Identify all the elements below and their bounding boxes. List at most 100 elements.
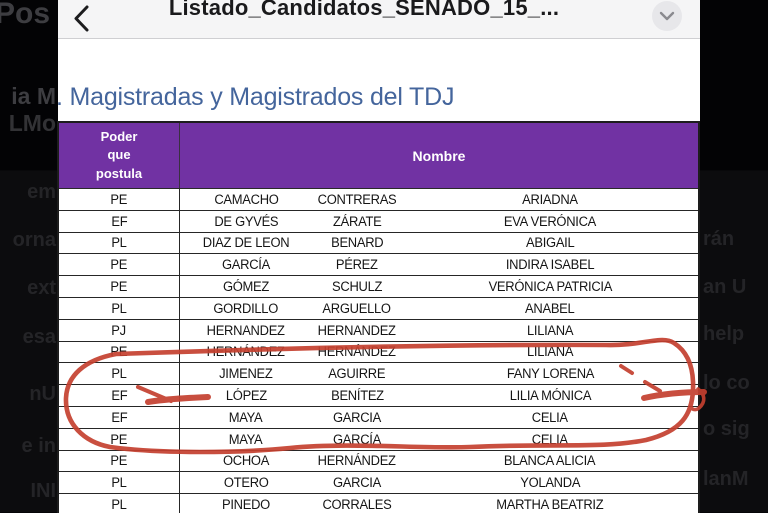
cell-poder: PJ (59, 319, 180, 341)
cell-poder: PL (59, 494, 180, 513)
cell-poder: PE (59, 428, 180, 450)
cell-poder: EF (59, 406, 180, 428)
title-dropdown-button[interactable] (652, 1, 682, 31)
viewer-toolbar: Listado_Candidatos_SENADO_15_... (58, 0, 700, 39)
cell-nombre: ABIGAIL (525, 235, 575, 251)
cell-nombre: EVA VERÓNICA (503, 213, 597, 229)
table-row: EF LÓPEZ BENÍTEZ LILIA MÓNICA (59, 385, 698, 407)
background-text-fragment: e in (21, 435, 56, 457)
cell-nombre: YOLANDA (520, 475, 580, 491)
background-text-fragment: Pos (0, 0, 51, 30)
cell-poder: PE (59, 341, 180, 363)
cell-apellido-materno: CORRALES (322, 497, 392, 513)
cell-apellido-paterno: GÓMEZ (222, 279, 270, 295)
cell-nombre: LILIANA (526, 344, 574, 360)
cell-apellido-paterno: LÓPEZ (225, 388, 267, 404)
cell-nombre: ARIADNA (522, 191, 578, 207)
background-left-strip: Pos ia M LMo em orna ext esa nU e in INI (0, 0, 58, 512)
table-row: PJ HERNANDEZ HERNANDEZ LILIANA (59, 319, 698, 342)
cell-nombre: CELIA (531, 409, 569, 425)
cell-apellido-materno: PÉREZ (336, 257, 378, 273)
cell-poder: PL (59, 363, 180, 385)
background-text-fragment: orna (12, 229, 56, 251)
cell-apellido-materno: SCHULZ (331, 279, 383, 295)
cell-apellido-materno: HERNANDEZ (317, 322, 397, 338)
table-row: PL GORDILLO ARGUELLO ANABEL (59, 297, 698, 320)
background-right-strip: rán an U help lo co o sig lanM (700, 0, 768, 512)
background-text-fragment: lo co (703, 372, 750, 394)
table-row: PE HERNÁNDEZ HERNÁNDEZ LILIANA (59, 341, 698, 364)
cell-apellido-materno: GARCIA (333, 475, 381, 491)
cell-apellido-paterno: DIAZ DE LEON (202, 235, 290, 251)
cell-apellido-materno: BENÍTEZ (330, 388, 384, 404)
cell-apellido-materno: BENARD (330, 235, 384, 251)
cell-apellido-paterno: HERNÁNDEZ (206, 344, 286, 360)
cell-poder: PE (59, 276, 180, 297)
cell-apellido-materno: HERNÁNDEZ (317, 344, 397, 360)
table-row: PE GARCÍA PÉREZ INDIRA ISABEL (59, 254, 698, 277)
cell-apellido-materno: ARGUELLO (322, 300, 392, 316)
cell-apellido-materno: HERNÁNDEZ (317, 453, 397, 469)
cell-apellido-paterno: OCHOA (222, 453, 270, 469)
back-button[interactable] (70, 4, 96, 34)
background-text-fragment: INI (30, 480, 56, 502)
column-header-poder: Poder que postula (59, 123, 180, 188)
cell-poder: PE (59, 189, 180, 210)
cell-nombre: LILIA MÓNICA (509, 388, 591, 404)
table-row: PE GÓMEZ SCHULZ VERÓNICA PATRICIA (59, 276, 698, 298)
cell-poder: PL (59, 472, 180, 494)
table-row: EF DE GYVÉS ZÁRATE EVA VERÓNICA (59, 210, 698, 233)
background-text-fragment: esa (22, 326, 56, 348)
background-text-fragment: ext (27, 277, 56, 299)
cell-apellido-paterno: JIMENEZ (219, 366, 273, 382)
table-row: PL OTERO GARCIA YOLANDA (59, 472, 698, 495)
chevron-down-icon (659, 11, 675, 21)
cell-poder: PL (59, 232, 180, 254)
column-header-nombre: Nombre (412, 147, 466, 164)
chevron-left-icon (74, 5, 89, 32)
cell-apellido-paterno: MAYA (229, 409, 263, 425)
cell-apellido-materno: ZÁRATE (332, 213, 382, 229)
cell-poder: EF (59, 210, 180, 232)
cell-apellido-materno: GARCIA (333, 409, 381, 425)
background-text-fragment: nU (29, 383, 56, 405)
table-header-row: Poder que postula Nombre (59, 123, 698, 189)
cell-nombre: BLANCA ALICIA (504, 453, 596, 469)
cell-apellido-paterno: HERNANDEZ (206, 322, 286, 338)
cell-nombre: FANY LORENA (506, 366, 594, 382)
table-row: EF MAYA GARCIA CELIA (59, 406, 698, 429)
background-text-fragment: ia M (11, 83, 56, 109)
background-text-fragment: rán (703, 228, 735, 250)
cell-nombre: INDIRA ISABEL (505, 257, 595, 273)
background-text-fragment: LMo (8, 110, 56, 136)
cell-nombre: VERÓNICA PATRICIA (488, 279, 612, 295)
table-row: PL JIMENEZ AGUIRRE FANY LORENA (59, 363, 698, 386)
document-viewer-panel: Listado_Candidatos_SENADO_15_... . Magis… (56, 0, 700, 513)
cell-poder: EF (59, 385, 180, 406)
cell-apellido-paterno: GORDILLO (213, 300, 279, 316)
background-text-fragment: em (27, 181, 56, 203)
table-row: PE MAYA GARCÍA CELIA (59, 428, 698, 451)
cell-apellido-paterno: OTERO (223, 475, 269, 491)
table-body: PE CAMACHO CONTRERAS ARIADNA EF DE GYVÉS ZÁRAT… (59, 189, 698, 513)
cell-nombre: MARTHA BEATRIZ (496, 497, 604, 513)
cell-apellido-materno: GARCÍA (333, 431, 381, 447)
cell-apellido-materno: CONTRERAS (317, 191, 397, 207)
cell-apellido-materno: AGUIRRE (328, 366, 386, 382)
cell-nombre: ANABEL (525, 300, 575, 316)
cell-poder: PL (59, 297, 180, 319)
background-text-fragment: an U (703, 276, 747, 298)
cell-apellido-paterno: PINEDO (222, 497, 270, 513)
background-text-fragment: lanM (703, 468, 749, 490)
cell-poder: PE (59, 254, 180, 276)
document-title: Listado_Candidatos_SENADO_15_... (168, 0, 560, 20)
cell-apellido-paterno: GARCÍA (222, 257, 270, 273)
cell-apellido-paterno: CAMACHO (213, 191, 279, 207)
table-row: PE OCHOA HERNÁNDEZ BLANCA ALICIA (59, 450, 698, 473)
table-row: PL PINEDO CORRALES MARTHA BEATRIZ (59, 494, 698, 513)
cell-nombre: CELIA (531, 431, 569, 447)
cell-apellido-paterno: MAYA (229, 431, 263, 447)
table-row: PL DIAZ DE LEON BENARD ABIGAIL (59, 232, 698, 255)
table-row: PE CAMACHO CONTRERAS ARIADNA (59, 189, 698, 211)
